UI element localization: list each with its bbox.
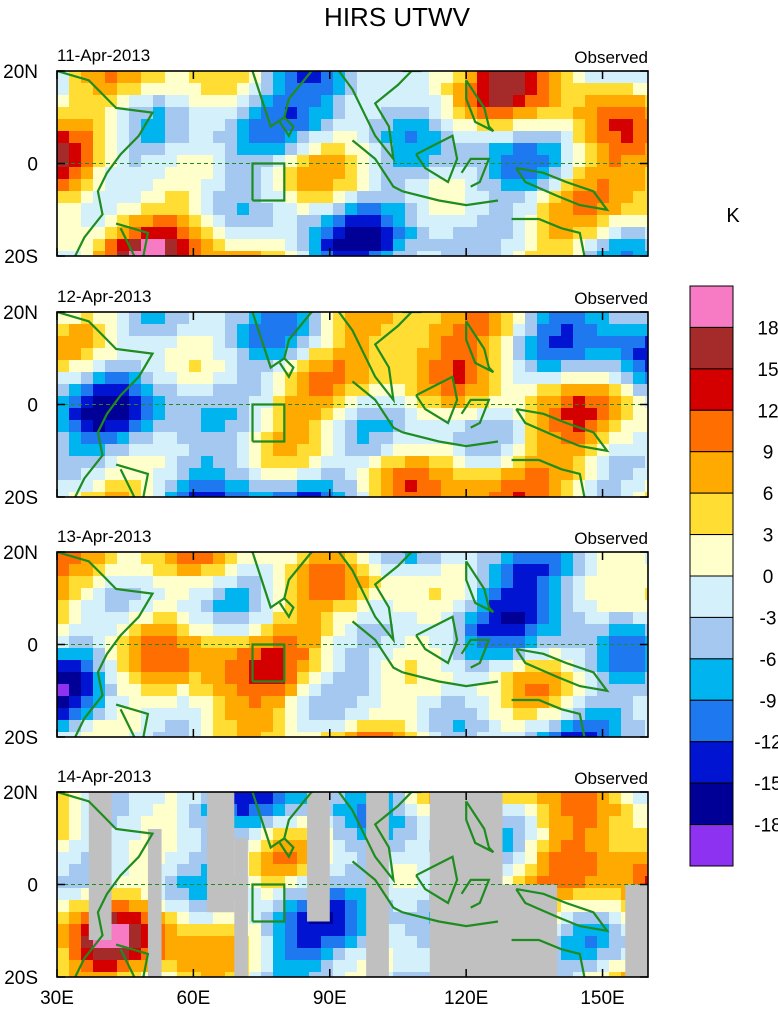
y-tick-label: 0 (27, 155, 38, 176)
colorbar-label: 15 (757, 360, 778, 381)
colorbar-label: -3 (760, 608, 777, 629)
colorbar-label: 9 (763, 443, 774, 464)
y-tick-label: 20S (4, 968, 38, 989)
colorbar-label: -9 (760, 691, 777, 712)
colorbar-label: 3 (763, 526, 774, 547)
coastlines (57, 792, 610, 977)
colorbar-label: 6 (763, 484, 774, 505)
colorbar-swatch (689, 699, 734, 743)
panel-date: 12-Apr-2013 (57, 287, 152, 306)
colorbar-label: -15 (754, 774, 778, 795)
colorbar-swatch (689, 741, 734, 784)
y-tick-label: 20N (3, 783, 38, 804)
colorbar-swatch (689, 368, 734, 411)
missing-data-block (147, 829, 162, 977)
anomaly-field (57, 312, 648, 497)
y-tick-label: 0 (27, 396, 38, 417)
missing-data-block (625, 884, 648, 977)
x-tick-label: 30E (40, 988, 74, 1009)
anomaly-field (57, 552, 648, 737)
colorbar-label: 0 (763, 567, 774, 588)
colorbar-swatch (689, 285, 734, 328)
y-tick-label: 20N (3, 62, 38, 83)
panel: 20N 0 20S 13-Apr-2013 Observed (3, 527, 649, 749)
y-tick-label: 20N (3, 303, 38, 324)
x-tick-label: 120E (444, 988, 488, 1009)
colorbar-swatch (689, 575, 734, 618)
panel-date: 13-Apr-2013 (57, 527, 152, 546)
colorbar-swatch (689, 534, 734, 577)
panel: 20N 0 20S 12-Apr-2013 Observed (3, 287, 649, 509)
missing-data-block (434, 884, 558, 977)
x-tick-label: 150E (580, 988, 624, 1009)
y-tick-label: 0 (27, 876, 38, 897)
y-tick-label: 20S (4, 488, 38, 509)
colorbar-label: 12 (757, 401, 778, 422)
colorbar-swatch (689, 616, 734, 660)
colorbar-label: -12 (754, 733, 778, 754)
colorbar-swatch (689, 409, 734, 453)
coastlines (57, 312, 610, 497)
x-tick-label: 90E (313, 988, 347, 1009)
units-label: K (726, 205, 740, 227)
anomaly-field (57, 792, 648, 977)
missing-data-block (88, 792, 112, 940)
y-tick-label: 20S (4, 728, 38, 749)
colorbar-swatch (689, 658, 734, 701)
missing-data-block (307, 792, 330, 922)
panel-date: 11-Apr-2013 (57, 46, 150, 65)
panel-label: Observed (574, 529, 648, 548)
colorbar-swatch (689, 451, 734, 494)
y-tick-label: 0 (27, 636, 38, 657)
coastlines (57, 71, 610, 256)
y-tick-label: 20N (3, 543, 38, 564)
colorbar-label: -18 (754, 816, 778, 837)
panel-date: 14-Apr-2013 (57, 767, 152, 786)
colorbar-label: -6 (760, 650, 777, 671)
colorbar-swatch (689, 492, 734, 536)
chart-title: HIRS UTWV (324, 2, 471, 32)
colorbar-label: 18 (757, 318, 778, 339)
panel: 20N 0 20S 11-Apr-2013 Observed (3, 46, 649, 268)
colorbar-swatch (689, 824, 734, 867)
panel: 20N 0 20S 14-Apr-2013 Observed 30E 60E 90E 120E 1… (3, 767, 649, 1009)
anomaly-field (57, 71, 648, 256)
panel-label: Observed (574, 769, 648, 788)
x-tick-label: 60E (176, 988, 210, 1009)
colorbar-swatch (689, 782, 734, 826)
panel-label: Observed (574, 289, 648, 308)
coastlines (57, 552, 610, 737)
colorbar-swatch (689, 326, 734, 370)
missing-data-block (207, 792, 235, 913)
panel-label: Observed (574, 48, 648, 67)
y-tick-label: 20S (4, 247, 38, 268)
missing-data-block (234, 838, 248, 977)
colorbar: 18 15 12 9 6 3 0 -3 -6 -9 -12 -15 -18 (689, 285, 778, 867)
